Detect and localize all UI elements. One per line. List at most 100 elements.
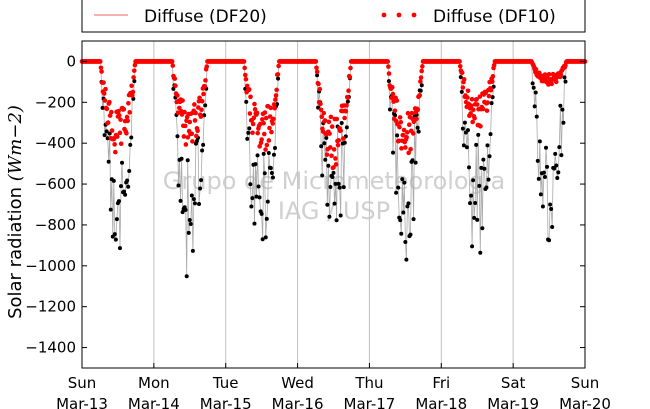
series-df10-point	[394, 98, 400, 103]
x-tick-date-label: Mar-14	[128, 395, 180, 409]
watermark-line2: IAG / USP	[278, 197, 390, 225]
legend-df10-dot	[411, 12, 417, 18]
series-df10-point	[344, 103, 349, 108]
series-dark-point	[100, 105, 105, 110]
series-df10-point	[386, 71, 392, 76]
series-dark-point	[264, 216, 269, 221]
series-df10-point	[404, 135, 409, 140]
series-dark-point	[394, 190, 399, 195]
series-dark-point	[201, 142, 206, 147]
series-dark-point	[263, 235, 268, 240]
series-df10-point	[396, 138, 402, 144]
series-dark-point	[555, 176, 560, 181]
series-dark-point	[404, 257, 409, 262]
series-df10-point	[101, 91, 107, 96]
series-dark-point	[560, 107, 565, 112]
series-df10-point	[342, 115, 347, 121]
x-tick-day-label: Tue	[212, 374, 239, 392]
series-dark-point	[180, 210, 185, 215]
series-df10-point	[403, 145, 408, 150]
series-dark-point	[104, 129, 109, 134]
y-axis-label-text: Solar radiation	[5, 181, 26, 319]
series-dark-point	[474, 142, 479, 147]
series-df10-point	[269, 129, 274, 135]
series-df10-point	[247, 111, 253, 116]
series-df10-point	[457, 63, 463, 69]
x-tick-day-label: Thu	[354, 374, 383, 392]
series-dark-point	[338, 213, 343, 218]
series-dark-point	[489, 101, 494, 106]
series-df10-point	[195, 105, 201, 110]
series-df10-point	[192, 102, 197, 107]
series-df10-point	[417, 92, 423, 98]
series-df10-point	[318, 107, 324, 113]
series-df10-point	[469, 96, 475, 102]
y-axis-label: Solar radiation (Wm−2)	[5, 105, 26, 319]
y-tick-label: −200	[35, 93, 76, 111]
series-df10-point	[177, 105, 182, 111]
series-dark-point	[245, 136, 250, 141]
series-df10-point	[398, 119, 404, 125]
series-dark-point	[475, 217, 480, 222]
series-df10-point	[389, 84, 395, 90]
series-dark-point	[469, 193, 474, 198]
x-tick-date-label: Mar-19	[487, 395, 539, 409]
series-dark-point	[410, 158, 415, 163]
series-df10-point	[406, 150, 411, 156]
series-df10-point	[406, 122, 412, 128]
series-dark-point	[550, 225, 555, 230]
series-dark-point	[460, 126, 465, 131]
series-df10-point	[257, 144, 262, 149]
series-df10-point	[203, 78, 208, 83]
series-df10-point	[102, 98, 108, 103]
series-df10-point	[99, 69, 104, 74]
series-df10-point	[485, 100, 490, 105]
series-df10-point	[132, 62, 138, 68]
series-df10-point	[116, 108, 121, 114]
series-dark-point	[269, 171, 274, 176]
series-dark-point	[191, 197, 196, 202]
series-dark-point	[562, 75, 567, 80]
series-df10-point	[317, 86, 323, 92]
series-df10-point	[182, 109, 187, 115]
series-dark-point	[461, 143, 466, 148]
series-dark-point	[186, 230, 191, 235]
series-df10-point	[246, 87, 252, 92]
series-dark-point	[266, 150, 271, 155]
series-dark-point	[561, 120, 566, 125]
series-df10-point	[244, 83, 250, 89]
series-dark-point	[471, 178, 476, 183]
series-df10-point	[172, 76, 178, 81]
series-dark-point	[272, 146, 277, 151]
series-dark-point	[472, 215, 477, 220]
series-df10-point	[103, 86, 108, 92]
series-dark-point	[326, 163, 331, 168]
series-dark-point	[557, 145, 562, 150]
series-df10-point	[405, 110, 411, 116]
series-df10-point	[314, 65, 319, 71]
series-dark-point	[316, 105, 321, 110]
series-dark-point	[396, 185, 401, 190]
series-dark-point	[255, 153, 260, 158]
series-dark-point	[485, 143, 490, 148]
series-dark-point	[334, 218, 339, 223]
series-df10-point	[98, 65, 104, 71]
series-df10-point	[410, 131, 416, 136]
series-dark-point	[276, 76, 281, 81]
series-dark-point	[470, 244, 475, 249]
y-tick-label: −1200	[25, 298, 76, 316]
series-dark-point	[403, 240, 408, 245]
series-dark-point	[199, 178, 204, 183]
series-dark-point	[490, 95, 495, 100]
series-df10-point	[338, 128, 343, 133]
series-dark-point	[415, 125, 420, 130]
series-dark-point	[111, 178, 116, 183]
series-df10-point	[268, 105, 274, 111]
series-df10-point	[408, 147, 413, 152]
series-dark-point	[345, 99, 350, 104]
series-df10-point	[409, 110, 415, 116]
series-dark-point	[185, 158, 190, 163]
series-dark-point	[189, 193, 194, 198]
series-df10-point	[259, 137, 264, 142]
series-df10-point	[474, 102, 480, 107]
